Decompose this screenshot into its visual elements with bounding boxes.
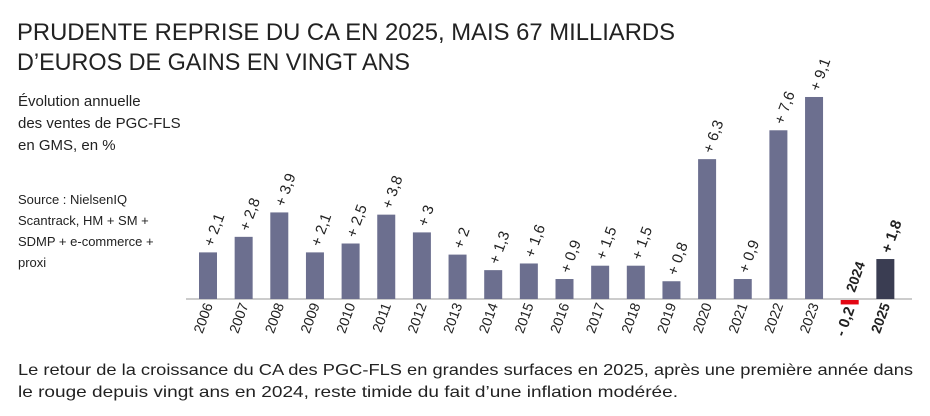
- value-label: + 2,1: [308, 211, 336, 249]
- value-label: + 7,6: [771, 89, 799, 127]
- bar: [305, 252, 324, 299]
- x-tick-label: 2024: [842, 259, 868, 294]
- x-tick-label: 2021: [725, 300, 751, 335]
- x-tick-label: 2018: [618, 300, 644, 335]
- value-label: - 0,2: [832, 305, 858, 339]
- value-label: + 2,1: [201, 211, 229, 249]
- value-label: + 1,6: [522, 222, 550, 260]
- source: SDMP + e-commerce +: [18, 234, 154, 249]
- bar: [769, 130, 788, 299]
- value-label: + 3,9: [272, 171, 300, 209]
- bar: [412, 232, 431, 299]
- value-label: + 0,8: [664, 240, 692, 278]
- source: proxi: [18, 255, 46, 270]
- x-tick-label: 2025: [867, 300, 893, 335]
- x-tick-label: 2023: [796, 300, 822, 335]
- value-label: + 0,9: [736, 238, 764, 276]
- bar: [591, 265, 610, 299]
- x-tick-label: 2007: [226, 300, 252, 335]
- x-tick-label: 2014: [475, 300, 501, 335]
- value-label: + 9,1: [807, 56, 835, 94]
- value-label: + 1,8: [878, 218, 906, 256]
- value-label: + 1,5: [629, 225, 657, 263]
- x-tick-label: 2012: [404, 300, 430, 335]
- x-tick-label: 2022: [761, 300, 787, 335]
- x-tick-label: 2017: [582, 300, 608, 335]
- bar: [876, 259, 895, 299]
- bar: [626, 265, 645, 299]
- value-label: + 2,5: [343, 202, 371, 240]
- value-label: + 3,8: [379, 173, 407, 211]
- bar: [377, 214, 396, 299]
- bar: [840, 300, 859, 305]
- value-label: + 6,3: [700, 118, 728, 156]
- bar: [733, 279, 752, 299]
- value-label: + 2: [450, 225, 473, 251]
- bar: [199, 252, 217, 299]
- x-tick-label: 2006: [190, 300, 216, 335]
- bar: [234, 236, 253, 299]
- source: Scantrack, HM + SM +: [18, 213, 149, 228]
- x-tick-label: 2015: [511, 300, 537, 335]
- chart-title: D’EUROS DE GAINS EN VINGT ANS: [17, 49, 410, 76]
- x-tick-label: 2011: [369, 300, 394, 334]
- x-tick-label: 2008: [261, 300, 287, 335]
- subtitle: Évolution annuelle: [18, 93, 141, 110]
- x-tick-label: 2009: [297, 300, 323, 335]
- caption: le rouge depuis vingt ans en 2024, reste…: [18, 384, 678, 401]
- caption: Le retour de la croissance du CA des PGC…: [18, 362, 913, 379]
- value-label: + 1,5: [593, 225, 621, 263]
- value-label: + 2,8: [236, 196, 264, 234]
- x-tick-label: 2020: [689, 300, 715, 335]
- x-tick-label: 2019: [654, 300, 680, 335]
- bar: [555, 279, 574, 299]
- value-label: + 3: [415, 203, 438, 229]
- bar: [698, 159, 717, 299]
- bar: [484, 270, 503, 299]
- value-label: + 1,3: [486, 229, 514, 267]
- subtitle: des ventes de PGC-FLS: [18, 115, 181, 132]
- bar: [341, 243, 360, 299]
- bar: [805, 96, 824, 299]
- subtitle: en GMS, en %: [18, 137, 116, 154]
- bar: [662, 281, 681, 299]
- value-label: + 0,9: [557, 238, 585, 276]
- chart-title: PRUDENTE REPRISE DU CA EN 2025, MAIS 67 …: [17, 19, 675, 46]
- source: Source : NielsenIQ: [18, 192, 127, 207]
- bar: [519, 263, 538, 299]
- x-tick-label: 2010: [333, 300, 359, 335]
- bar: [270, 212, 289, 299]
- bar: [448, 254, 467, 299]
- x-tick-label: 2016: [547, 300, 573, 335]
- x-tick-label: 2013: [440, 300, 466, 335]
